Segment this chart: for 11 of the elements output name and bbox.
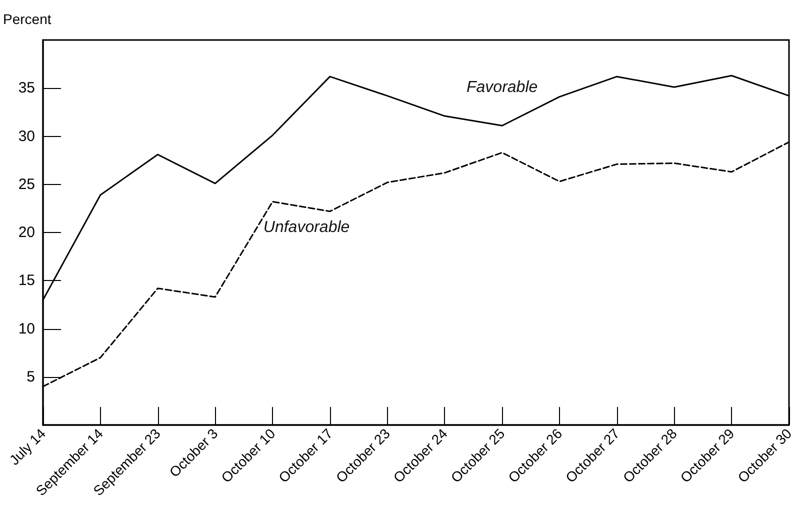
series-label: Unfavorable — [263, 219, 350, 236]
y-tick-label: 30 — [18, 128, 35, 145]
y-tick-label: 15 — [18, 272, 35, 290]
y-tick-label: 5 — [26, 368, 35, 386]
series-label: Favorable — [466, 79, 538, 96]
y-tick-label: 20 — [18, 224, 35, 241]
y-axis-title: Percent — [3, 11, 52, 27]
x-tick-label: July 14 — [6, 425, 49, 468]
y-tick-label: 10 — [18, 320, 35, 338]
y-tick-label: 35 — [18, 80, 35, 97]
y-tick-label: 25 — [18, 176, 35, 193]
